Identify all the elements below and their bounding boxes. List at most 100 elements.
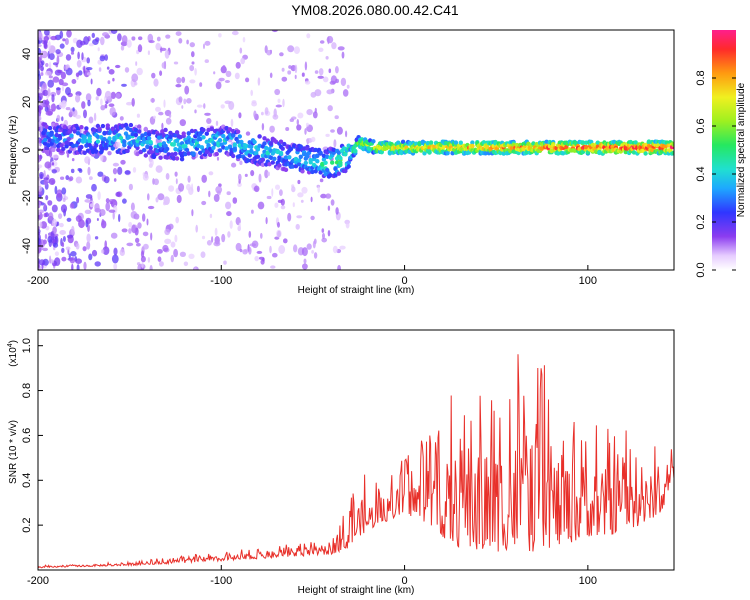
spectrogram-noise-cell bbox=[56, 55, 60, 65]
spectrogram-ridge-cell bbox=[264, 145, 269, 151]
chart-title: YM08.2026.080.00.42.C41 bbox=[291, 2, 459, 18]
spectrogram-ridge-cell bbox=[209, 126, 214, 132]
spectrogram-ridge-cell bbox=[79, 144, 84, 150]
spectrogram-noise-cell bbox=[81, 52, 84, 61]
spectrogram-noise-cell bbox=[38, 73, 41, 81]
spectrogram-noise-cell bbox=[88, 43, 94, 47]
spectrogram-noise-cell bbox=[109, 106, 116, 116]
spectrogram-noise-cell bbox=[43, 203, 47, 211]
spectrogram-noise-cell bbox=[200, 251, 206, 258]
spectrogram-ridge-cell bbox=[278, 139, 284, 144]
spectrogram-noise-cell bbox=[313, 252, 318, 259]
spectrogram-noise-cell bbox=[45, 98, 49, 108]
spectrogram-noise-cell bbox=[223, 260, 227, 265]
spectrogram-noise-cell bbox=[102, 32, 109, 37]
spectrogram-noise-cell bbox=[62, 197, 66, 202]
spectrogram-ridge-cell bbox=[59, 143, 64, 148]
spectrogram-noise-cell bbox=[119, 116, 124, 121]
spectrogram-noise-cell bbox=[113, 263, 118, 270]
spectrogram-ridge-cell bbox=[143, 131, 148, 137]
spectrogram-ridge-cell bbox=[318, 150, 323, 155]
spectrogram-noise-cell bbox=[336, 126, 343, 135]
spectrogram-noise-cell bbox=[57, 69, 63, 74]
spectrogram-noise-cell bbox=[44, 70, 52, 76]
spectrogram-noise-cell bbox=[155, 197, 159, 203]
spectrogram-noise-cell bbox=[254, 255, 259, 262]
spectrogram-noise-cell bbox=[68, 253, 71, 260]
colorbar-label: Normalized spectral amplitude bbox=[736, 82, 747, 217]
spectrogram-noise-cell bbox=[334, 115, 339, 120]
spectrogram-noise-cell bbox=[194, 109, 197, 114]
spectrogram-y-tick-label: -40 bbox=[21, 238, 33, 254]
spectrogram-ridge-cell bbox=[125, 126, 130, 131]
spectrogram-ridge-cell bbox=[310, 169, 315, 175]
spectrogram-noise-cell bbox=[100, 105, 106, 111]
spectrogram-noise-cell bbox=[277, 98, 281, 104]
spectrogram-noise-cell bbox=[287, 212, 292, 222]
spectrogram-ridge-cell bbox=[262, 141, 267, 146]
spectrogram-ridge-cell bbox=[49, 132, 54, 137]
spectrogram-noise-cell bbox=[128, 228, 132, 234]
spectrogram-noise-cell bbox=[124, 67, 130, 73]
spectrogram-ridge-cell bbox=[75, 126, 81, 131]
spectrogram-noise-cell bbox=[303, 258, 307, 264]
spectrogram-noise-cell bbox=[300, 199, 304, 203]
spectrogram-noise-cell bbox=[175, 31, 182, 36]
spectrogram-noise-cell bbox=[115, 64, 121, 69]
spectrogram-noise-cell bbox=[170, 254, 174, 263]
spectrogram-noise-cell bbox=[238, 222, 241, 230]
spectrogram-ridge-cell bbox=[458, 140, 463, 145]
spectrogram-ridge-cell bbox=[254, 151, 259, 156]
spectrogram-ridge-cell bbox=[584, 144, 589, 150]
spectrogram-noise-cell bbox=[330, 199, 335, 206]
spectrogram-noise-cell bbox=[47, 235, 53, 244]
spectrogram-ridge-cell bbox=[168, 130, 173, 136]
spectrogram-noise-cell bbox=[66, 217, 72, 222]
spectrogram-ridge-cell bbox=[280, 146, 285, 151]
spectrogram-noise-cell bbox=[38, 95, 42, 102]
spectrogram-ridge-cell bbox=[183, 144, 188, 149]
spectrogram-ridge-cell bbox=[231, 153, 236, 159]
spectrogram-ridge-cell bbox=[158, 155, 163, 160]
spectrogram-noise-cell bbox=[65, 175, 70, 181]
spectrogram-ridge-cell bbox=[485, 145, 490, 150]
spectrogram-ridge-cell bbox=[237, 153, 242, 159]
spectrogram-ridge-cell bbox=[170, 152, 175, 157]
spectrogram-noise-cell bbox=[148, 40, 155, 44]
spectrogram-ridge-cell bbox=[346, 164, 351, 169]
spectrogram-noise-cell bbox=[158, 111, 164, 116]
spectrogram-noise-cell bbox=[175, 84, 182, 88]
colorbar-gradient bbox=[712, 30, 736, 270]
spectrogram-noise-cell bbox=[44, 161, 52, 169]
spectrogram-noise-cell bbox=[38, 185, 43, 192]
spectrogram-ridge-cell bbox=[221, 133, 226, 139]
spectrogram-noise-cell bbox=[38, 121, 43, 127]
spectrogram-noise-cell bbox=[173, 61, 179, 65]
spectrogram-noise-cell bbox=[56, 114, 61, 122]
spectrogram-noise-cell bbox=[224, 100, 232, 105]
spectrogram-noise-cell bbox=[53, 242, 59, 248]
spectrogram-noise-cell bbox=[84, 156, 91, 164]
spectrogram-noise-cell bbox=[285, 127, 290, 131]
spectrogram-noise-cell bbox=[61, 256, 67, 262]
spectrogram-noise-cell bbox=[327, 230, 331, 237]
spectrogram-ridge-cell bbox=[353, 149, 358, 154]
spectrogram-ridge-cell bbox=[183, 151, 188, 157]
spectrogram-noise-cell bbox=[173, 248, 179, 258]
spectrogram-noise-cell bbox=[242, 36, 246, 43]
spectrogram-noise-cell bbox=[54, 251, 60, 256]
spectrogram-ridge-cell bbox=[283, 155, 289, 160]
spectrogram-noise-cell bbox=[248, 230, 252, 238]
spectrogram-noise-cell bbox=[239, 47, 243, 54]
spectrogram-ridge-cell bbox=[141, 136, 147, 141]
spectrogram-noise-cell bbox=[157, 256, 162, 263]
spectrogram-noise-cell bbox=[214, 227, 218, 236]
spectrogram-noise-cell bbox=[66, 136, 71, 142]
spectrogram-noise-cell bbox=[140, 255, 146, 263]
spectrogram-noise-cell bbox=[95, 96, 99, 101]
spectrogram-noise-cell bbox=[65, 87, 71, 96]
spectrogram-ridge-cell bbox=[247, 153, 252, 158]
spectrogram-noise-cell bbox=[179, 119, 186, 127]
spectrogram-noise-cell bbox=[68, 176, 74, 182]
spectrogram-noise-cell bbox=[113, 247, 118, 256]
